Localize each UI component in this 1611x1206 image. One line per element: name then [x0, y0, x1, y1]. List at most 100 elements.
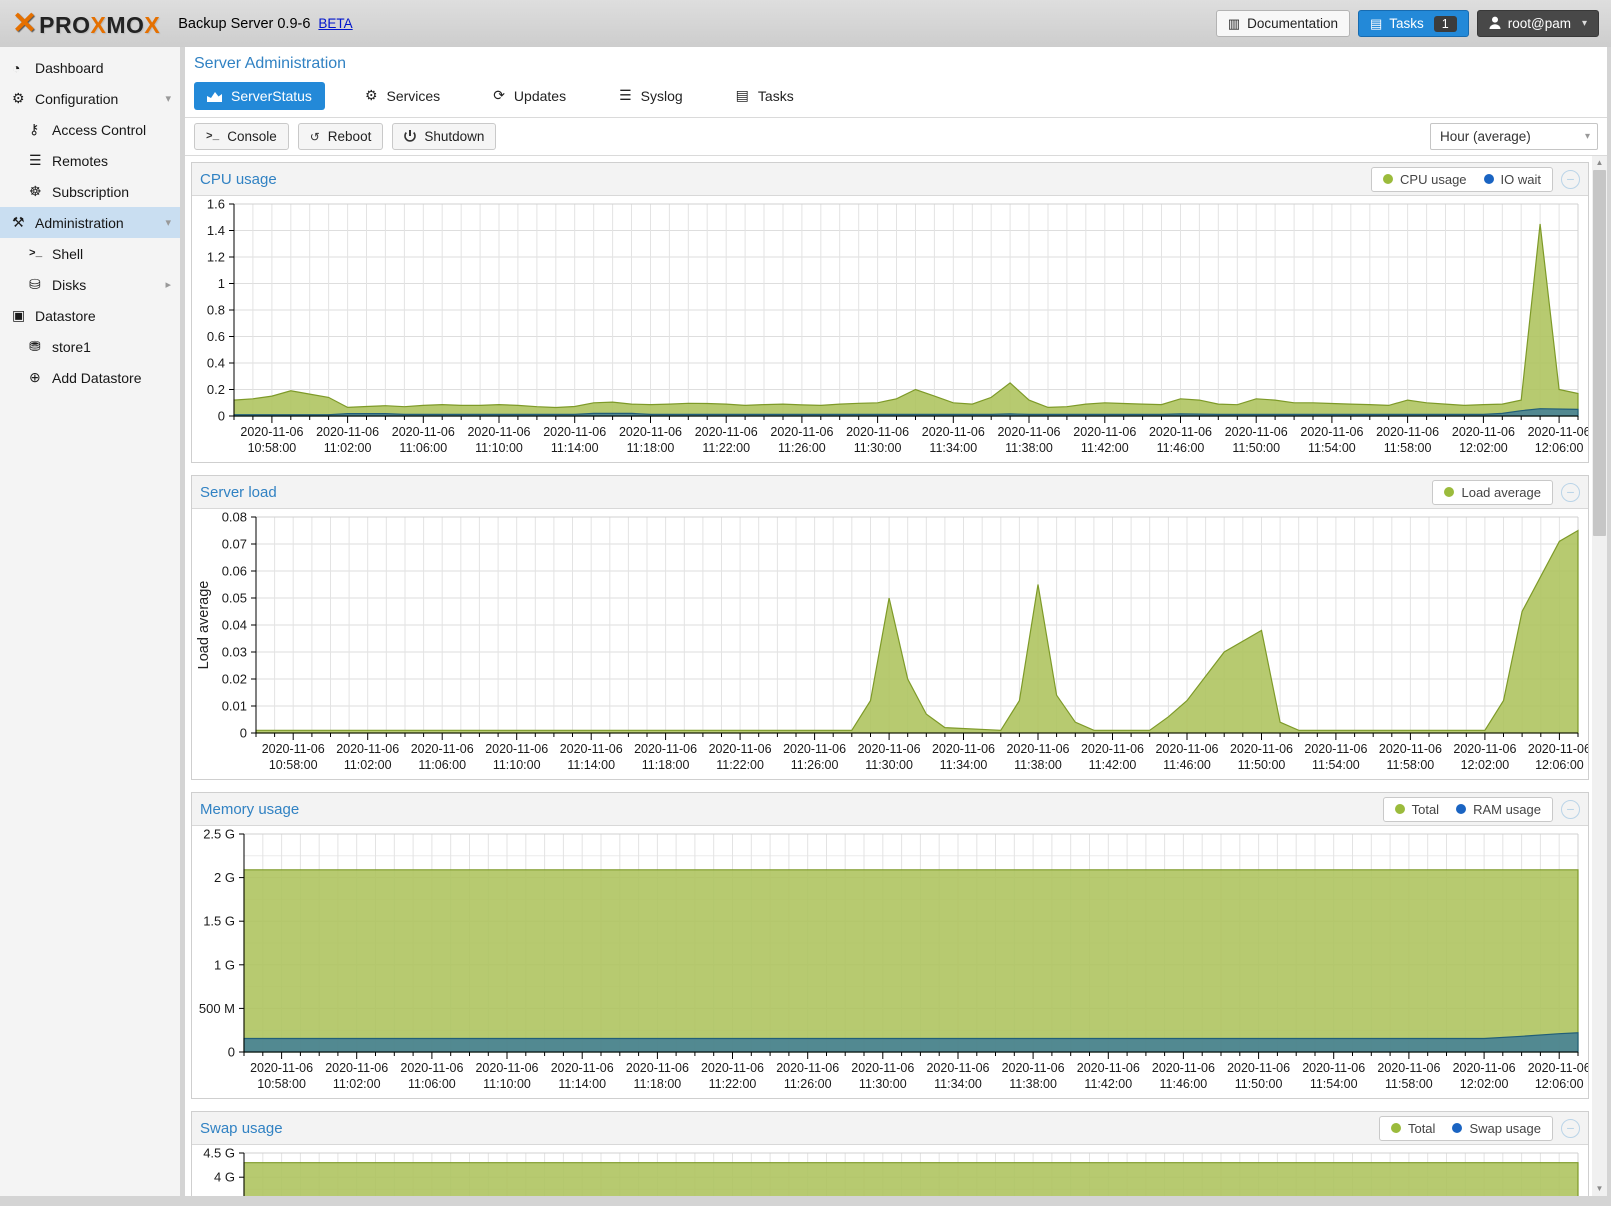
chevron-right-icon[interactable]: ▸	[165, 279, 171, 291]
swap-usage-legend[interactable]: Total Swap usage	[1378, 1115, 1553, 1141]
svg-text:2020-11-06: 2020-11-06	[932, 742, 995, 756]
chevron-down-icon[interactable]: ▾	[165, 93, 171, 105]
svg-text:2020-11-06: 2020-11-06	[770, 425, 833, 439]
collapse-panel-icon[interactable]: −	[1561, 1118, 1580, 1138]
tab-label: Updates	[513, 87, 567, 104]
legend-label: Load average	[1461, 484, 1541, 500]
collapse-panel-icon[interactable]: −	[1561, 169, 1580, 189]
svg-text:11:46:00: 11:46:00	[1157, 441, 1205, 455]
memory-usage-legend[interactable]: Total RAM usage	[1382, 796, 1553, 822]
vertical-scrollbar[interactable]: ▲ ▼	[1592, 156, 1607, 1196]
sidebar-item-administration[interactable]: ⚒ Administration ▾	[0, 207, 180, 238]
sidebar-item-add-datastore[interactable]: ⊕ Add Datastore	[0, 362, 180, 393]
documentation-label: Documentation	[1247, 16, 1338, 31]
sidebar-item-configuration[interactable]: ⚙ Configuration ▾	[0, 83, 180, 114]
server-load-chart: 0 0.01 0.02 0.03 0.04 0.05 0.06 0.07 0.08 2020-11…	[196, 510, 1588, 773]
svg-text:2020-11-06: 2020-11-06	[626, 1061, 689, 1075]
sidebar-item-label: Disks	[52, 276, 87, 293]
svg-text:2020-11-06: 2020-11-06	[783, 742, 846, 756]
svg-text:2020-11-06: 2020-11-06	[411, 742, 474, 756]
toolbar-buttons: >_ Console ↺ Reboot Shutdown	[194, 123, 497, 150]
svg-text:11:58:00: 11:58:00	[1384, 441, 1432, 455]
button-label: Console	[227, 129, 277, 144]
scroll-up-arrow[interactable]: ▲	[1595, 158, 1604, 167]
svg-text:2020-11-06: 2020-11-06	[400, 1061, 463, 1075]
tab-services[interactable]: ⚙ Services	[352, 81, 453, 110]
legend-item[interactable]: Load average	[1444, 485, 1541, 500]
svg-text:0.02: 0.02	[222, 672, 247, 687]
svg-text:11:02:00: 11:02:00	[324, 441, 372, 455]
proxmox-logo-icon: ✕	[12, 6, 38, 40]
memory-usage-panel: Memory usage Total RAM usage − 0 500 M 1 G 1.5 …	[191, 792, 1589, 1099]
legend-item[interactable]: IO wait	[1483, 172, 1541, 187]
tab-updates[interactable]: ⟳ Updates	[480, 81, 579, 110]
reboot-button[interactable]: ↺ Reboot	[297, 123, 384, 150]
legend-item[interactable]: Total	[1390, 1121, 1435, 1136]
beta-link[interactable]: BETA	[318, 16, 353, 31]
tasks-button[interactable]: ▤ Tasks 1	[1357, 10, 1469, 37]
collapse-panel-icon[interactable]: −	[1561, 799, 1580, 819]
legend-item[interactable]: RAM usage	[1456, 802, 1541, 817]
svg-text:11:54:00: 11:54:00	[1312, 758, 1360, 772]
button-label: Reboot	[327, 129, 372, 144]
svg-text:2020-11-06: 2020-11-06	[240, 425, 303, 439]
svg-text:12:06:00: 12:06:00	[1535, 1077, 1584, 1091]
svg-text:2020-11-06: 2020-11-06	[1302, 1061, 1365, 1075]
svg-text:12:06:00: 12:06:00	[1535, 441, 1584, 455]
legend-dot	[1456, 804, 1467, 814]
sidebar-item-subscription[interactable]: ☸ Subscription	[0, 176, 180, 207]
collapse-panel-icon[interactable]: −	[1561, 482, 1580, 502]
documentation-button[interactable]: ▥ Documentation	[1215, 10, 1350, 37]
server-load-legend[interactable]: Load average	[1432, 479, 1553, 505]
svg-text:11:14:00: 11:14:00	[551, 441, 599, 455]
tasks-label: Tasks	[1389, 16, 1424, 31]
svg-text:2020-11-06: 2020-11-06	[262, 742, 325, 756]
sidebar-item-datastore[interactable]: ▣ Datastore	[0, 300, 180, 331]
sidebar-item-shell[interactable]: >_ Shell	[0, 238, 180, 269]
tasks-icon: ▤	[735, 87, 749, 103]
sidebar-item-remotes[interactable]: ☰ Remotes	[0, 145, 180, 176]
svg-text:2020-11-06: 2020-11-06	[997, 425, 1060, 439]
svg-text:2020-11-06: 2020-11-06	[1376, 425, 1439, 439]
sidebar-item-access-control[interactable]: ⚷ Access Control	[0, 114, 180, 145]
sidebar-item-store1[interactable]: ⛃ store1	[0, 331, 180, 362]
console-button[interactable]: >_ Console	[194, 123, 289, 150]
tab-serverstatus[interactable]: ServerStatus	[194, 81, 325, 110]
user-menu-button[interactable]: root@pam ▾	[1476, 10, 1599, 37]
svg-text:2020-11-06: 2020-11-06	[846, 425, 909, 439]
timeframe-select[interactable]: Hour (average) ▾	[1430, 123, 1598, 150]
tab-syslog[interactable]: ☰ Syslog	[606, 81, 696, 110]
svg-text:0: 0	[240, 726, 247, 741]
scrollbar-thumb[interactable]	[1593, 170, 1606, 536]
svg-text:2020-11-06: 2020-11-06	[325, 1061, 388, 1075]
chevron-down-icon[interactable]: ▾	[165, 217, 171, 229]
svg-text:12:02:00: 12:02:00	[1461, 758, 1510, 772]
svg-text:11:42:00: 11:42:00	[1081, 441, 1129, 455]
svg-text:11:42:00: 11:42:00	[1089, 758, 1137, 772]
svg-text:1.5 G: 1.5 G	[203, 914, 235, 929]
sidebar-item-label: Remotes	[52, 152, 109, 169]
svg-text:2020-11-06: 2020-11-06	[858, 742, 921, 756]
panel-title: CPU usage	[200, 170, 277, 188]
svg-text:2020-11-06: 2020-11-06	[709, 742, 772, 756]
svg-text:11:50:00: 11:50:00	[1232, 441, 1280, 455]
legend-item[interactable]: Total	[1394, 802, 1439, 817]
tab-tasks[interactable]: ▤ Tasks	[723, 81, 807, 110]
toolbar: >_ Console ↺ Reboot Shutdown Hour (average) …	[185, 117, 1607, 156]
cpu-usage-legend[interactable]: CPU usage IO wait	[1371, 166, 1553, 192]
svg-text:2020-11-06: 2020-11-06	[1300, 425, 1363, 439]
legend-item[interactable]: CPU usage	[1383, 172, 1467, 187]
svg-text:2020-11-06: 2020-11-06	[1077, 1061, 1140, 1075]
sidebar-item-dashboard[interactable]: ◔ Dashboard	[0, 52, 180, 83]
svg-text:2020-11-06: 2020-11-06	[316, 425, 379, 439]
legend-item[interactable]: Swap usage	[1452, 1121, 1541, 1136]
legend-dot	[1483, 174, 1494, 184]
svg-text:2020-11-06: 2020-11-06	[467, 425, 530, 439]
scroll-down-arrow[interactable]: ▼	[1595, 1184, 1604, 1193]
shutdown-button[interactable]: Shutdown	[392, 123, 497, 150]
sidebar-item-disks[interactable]: ⛁ Disks ▸	[0, 269, 180, 300]
svg-text:2020-11-06: 2020-11-06	[776, 1061, 839, 1075]
svg-text:2020-11-06: 2020-11-06	[619, 425, 682, 439]
disks-icon: ⛁	[29, 276, 41, 292]
